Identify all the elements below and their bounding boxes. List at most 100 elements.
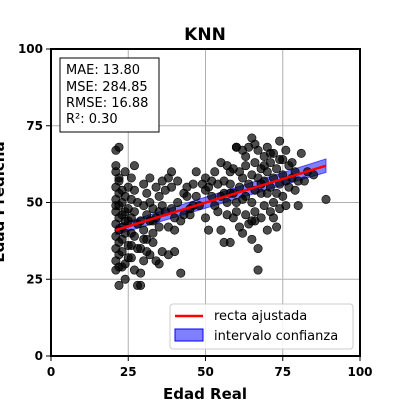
legend: recta ajustada intervalo confianza xyxy=(169,303,354,350)
data-point xyxy=(136,268,146,278)
data-point xyxy=(142,247,152,257)
data-point xyxy=(281,145,291,155)
data-point xyxy=(296,148,306,158)
scatter-points xyxy=(111,133,331,290)
data-point xyxy=(275,136,285,146)
data-point xyxy=(241,151,251,161)
data-point xyxy=(117,262,127,272)
y-tick-label: 100 xyxy=(18,42,43,56)
y-tick-label: 50 xyxy=(26,196,43,210)
data-point xyxy=(268,213,278,223)
data-point xyxy=(139,256,149,266)
data-point xyxy=(250,139,260,149)
data-point xyxy=(250,207,260,217)
data-point xyxy=(163,222,173,232)
data-point xyxy=(191,191,201,201)
data-point xyxy=(111,201,121,211)
data-point xyxy=(225,179,235,189)
data-point xyxy=(204,225,214,235)
data-point xyxy=(173,176,183,186)
data-point xyxy=(278,191,288,201)
data-point xyxy=(253,244,263,254)
y-tick-label: 0 xyxy=(35,349,43,363)
metric-mae: MAE: 13.80 xyxy=(66,63,140,78)
x-axis-label: Edad Real xyxy=(163,385,247,400)
data-point xyxy=(250,158,260,168)
data-point xyxy=(293,201,303,211)
data-point xyxy=(170,213,180,223)
data-point xyxy=(117,247,127,257)
data-point xyxy=(213,179,223,189)
data-point xyxy=(201,173,211,183)
data-point xyxy=(210,201,220,211)
data-point xyxy=(126,228,136,238)
metric-mse: MSE: 284.85 xyxy=(66,80,148,95)
data-point xyxy=(114,173,124,183)
data-point xyxy=(120,167,130,177)
x-tick-label: 50 xyxy=(197,365,214,379)
x-tick-label: 0 xyxy=(47,365,55,379)
data-point xyxy=(123,253,133,263)
data-point xyxy=(299,176,309,186)
data-point xyxy=(287,158,297,168)
data-point xyxy=(120,274,130,284)
data-point xyxy=(225,237,235,247)
data-point xyxy=(173,198,183,208)
data-point xyxy=(262,188,272,198)
data-point xyxy=(210,167,220,177)
data-point xyxy=(154,222,164,232)
x-tick-label: 25 xyxy=(120,365,137,379)
data-point xyxy=(114,280,124,290)
legend-band-swatch xyxy=(174,328,204,342)
metric-r2: R²: 0.30 xyxy=(66,112,118,127)
y-tick-label: 25 xyxy=(26,272,43,286)
data-point xyxy=(247,216,257,226)
data-point xyxy=(290,185,300,195)
legend-label-fit: recta ajustada xyxy=(214,309,307,324)
data-point xyxy=(191,167,201,177)
data-point xyxy=(129,161,139,171)
data-point xyxy=(142,188,152,198)
data-point xyxy=(241,210,251,220)
tick-marks: 0 25 50 75 100 0 25 50 75 100 xyxy=(18,42,373,379)
metrics-box-frame xyxy=(59,57,160,133)
data-point xyxy=(228,213,238,223)
y-axis-label: Edad Predicha xyxy=(0,141,8,262)
data-point xyxy=(238,228,248,238)
data-point xyxy=(241,191,251,201)
legend-frame xyxy=(169,303,354,350)
data-point xyxy=(253,265,263,275)
x-tick-label: 100 xyxy=(347,365,372,379)
metrics-box: MAE: 13.80 MSE: 284.85 RMSE: 16.88 R²: 0… xyxy=(59,57,160,133)
data-point xyxy=(126,240,136,250)
data-point xyxy=(265,148,275,158)
data-point xyxy=(139,179,149,189)
data-point xyxy=(321,194,331,204)
data-point xyxy=(272,164,282,174)
data-point xyxy=(148,237,158,247)
data-point xyxy=(114,142,124,152)
data-point xyxy=(151,256,161,266)
data-point xyxy=(259,201,269,211)
data-point xyxy=(244,179,254,189)
data-point xyxy=(234,167,244,177)
data-point xyxy=(139,225,149,235)
data-point xyxy=(179,188,189,198)
fit-line xyxy=(115,164,327,232)
fit-line-layer xyxy=(115,164,327,232)
chart-title: KNN xyxy=(184,25,226,45)
data-point xyxy=(154,191,164,201)
data-point xyxy=(241,161,251,171)
data-point xyxy=(225,167,235,177)
legend-label-band: intervalo confianza xyxy=(214,329,338,344)
data-point xyxy=(117,185,127,195)
data-point xyxy=(188,179,198,189)
data-point xyxy=(272,222,282,232)
data-point xyxy=(126,173,136,183)
data-point xyxy=(231,142,241,152)
data-point xyxy=(201,213,211,223)
data-point xyxy=(123,216,133,226)
y-tick-label: 75 xyxy=(26,119,43,133)
data-point xyxy=(247,198,257,208)
data-point xyxy=(176,268,186,278)
